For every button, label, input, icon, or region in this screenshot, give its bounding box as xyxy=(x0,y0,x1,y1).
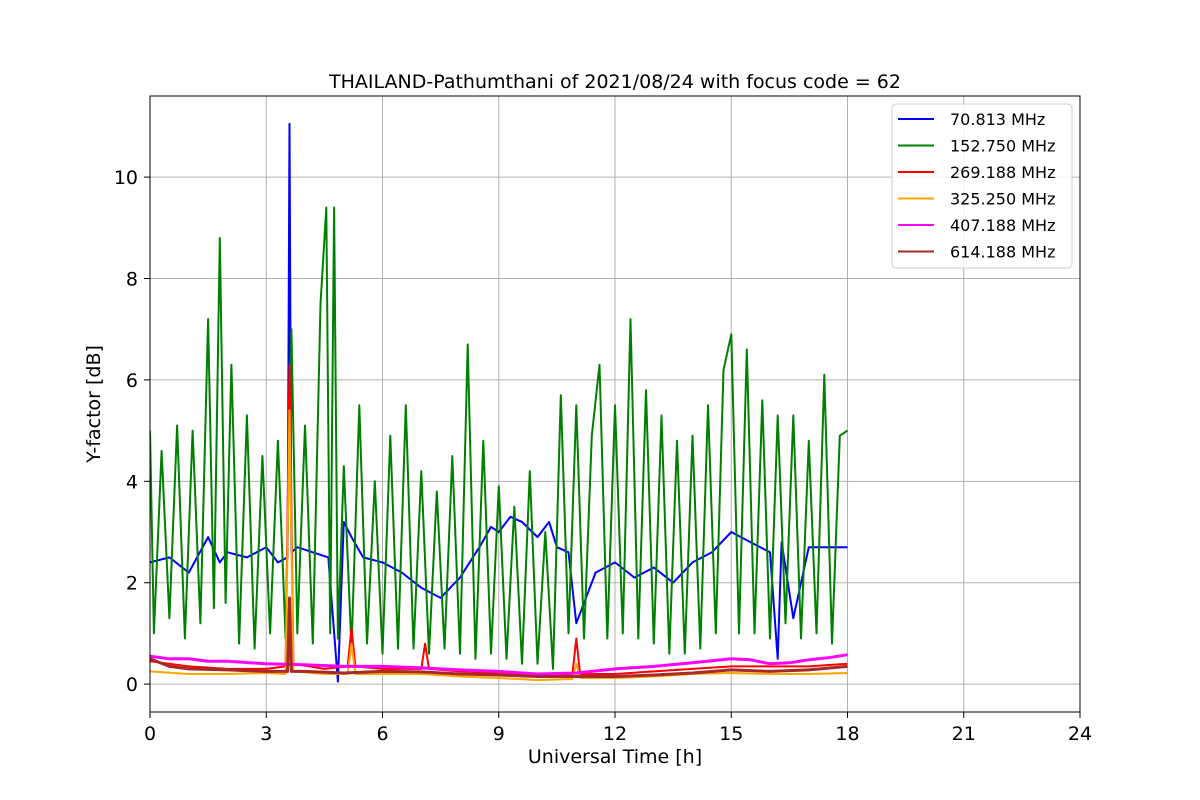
legend: 70.813 MHz 152.750 MHz 269.188 MHz 325.250 … xyxy=(891,103,1073,269)
x-tick-label: 18 xyxy=(835,723,859,745)
x-tick-label: 24 xyxy=(1068,723,1092,745)
series-line-5 xyxy=(150,596,848,678)
legend-box xyxy=(891,103,1073,269)
x-axis-ticks: 0 3 6 9 12 15 18 21 24 xyxy=(144,712,1092,745)
x-tick-label: 6 xyxy=(376,723,388,745)
y-tick-label: 6 xyxy=(126,370,138,392)
legend-label: 70.813 MHz xyxy=(950,110,1045,129)
x-tick-label: 9 xyxy=(493,723,505,745)
x-tick-label: 3 xyxy=(260,723,272,745)
x-tick-label: 12 xyxy=(603,723,627,745)
legend-label: 614.188 MHz xyxy=(950,243,1055,262)
legend-label: 152.750 MHz xyxy=(950,137,1055,156)
y-tick-label: 0 xyxy=(126,674,138,696)
x-axis-label: Universal Time [h] xyxy=(528,746,702,768)
series-line-0 xyxy=(150,122,848,683)
legend-label: 407.188 MHz xyxy=(950,216,1055,235)
y-axis-label: Y-factor [dB] xyxy=(83,345,105,464)
y-tick-label: 8 xyxy=(126,269,138,291)
y-tick-label: 4 xyxy=(126,471,138,493)
series-line-4 xyxy=(150,653,848,676)
grid-lines xyxy=(149,96,1081,712)
series-lines xyxy=(150,122,849,683)
y-axis-ticks: 0 2 4 6 8 10 xyxy=(114,167,150,696)
x-tick-label: 21 xyxy=(952,723,976,745)
x-tick-label: 15 xyxy=(719,723,743,745)
series-line-1 xyxy=(150,206,849,670)
legend-label: 325.250 MHz xyxy=(950,190,1055,209)
x-tick-label: 0 xyxy=(144,723,156,745)
y-tick-label: 10 xyxy=(114,167,138,189)
chart-title: THAILAND-Pathumthani of 2021/08/24 with … xyxy=(328,71,901,93)
y-tick-label: 2 xyxy=(126,573,138,595)
legend-label: 269.188 MHz xyxy=(950,163,1055,182)
